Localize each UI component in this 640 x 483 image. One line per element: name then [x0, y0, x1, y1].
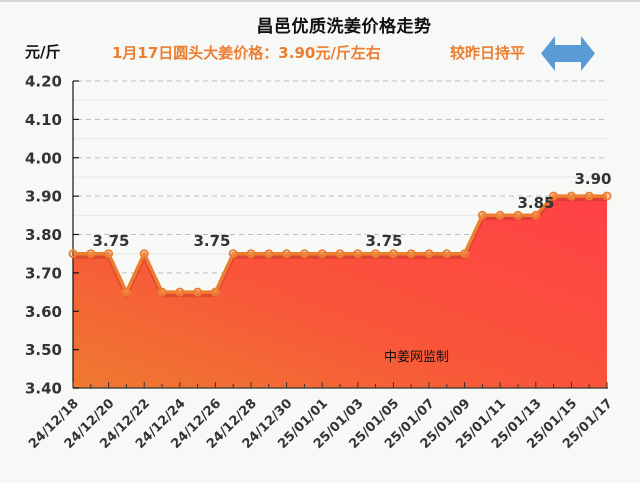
data-point: [353, 249, 363, 259]
data-point: [371, 249, 381, 259]
y-axis-unit: 元/斤: [25, 43, 61, 61]
data-point: [139, 249, 149, 259]
data-point: [513, 210, 523, 220]
data-label: 3.85: [517, 194, 554, 212]
price-line: [73, 194, 607, 294]
data-point: [104, 249, 114, 259]
watermark: 中姜网监制: [384, 350, 450, 365]
data-point: [424, 249, 434, 259]
double-arrow-left-right-icon: [541, 36, 595, 71]
y-tick-label: 3.90: [25, 188, 62, 206]
x-axis-labels: 24/12/1824/12/2024/12/2224/12/2424/12/26…: [26, 396, 616, 452]
compare-text: 较昨日持平: [450, 44, 526, 62]
data-point: [317, 249, 327, 259]
data-point: [282, 249, 292, 259]
data-point: [193, 287, 203, 297]
data-point: [388, 249, 398, 259]
chart-title: 昌邑优质洗姜价格走势: [0, 12, 640, 37]
data-point: [246, 249, 256, 259]
data-point: [460, 249, 470, 259]
data-points: [68, 191, 612, 297]
data-point: [602, 191, 612, 201]
area-fill: [73, 196, 607, 388]
data-point: [549, 191, 559, 201]
price-area: [73, 194, 607, 388]
data-point: [299, 249, 309, 259]
data-point: [86, 249, 96, 259]
price-subtitle: 1月17日圆头大姜价格：3.90元/斤左右: [112, 44, 381, 62]
top-border: [0, 0, 640, 2]
data-point: [584, 191, 594, 201]
y-tick-label: 3.80: [25, 226, 62, 244]
data-point: [566, 191, 576, 201]
axes: [72, 80, 608, 389]
data-point: [406, 249, 416, 259]
data-label: 3.75: [193, 232, 230, 250]
data-point: [210, 287, 220, 297]
data-label: 3.75: [365, 232, 402, 250]
y-tick-label: 3.50: [25, 341, 62, 359]
y-tick-label: 4.20: [25, 73, 62, 91]
data-point: [495, 210, 505, 220]
data-point: [264, 249, 274, 259]
data-point: [531, 210, 541, 220]
data-label: 3.75: [92, 232, 129, 250]
data-label: 3.90: [574, 170, 611, 188]
y-tick-label: 4.00: [25, 149, 62, 167]
y-tick-label: 3.70: [25, 264, 62, 282]
y-tick-label: 4.10: [25, 111, 62, 129]
data-point: [157, 287, 167, 297]
data-point: [477, 210, 487, 220]
y-tick-label: 3.60: [25, 303, 62, 321]
data-point: [175, 287, 185, 297]
chart-title-text: 昌邑优质洗姜价格走势: [256, 17, 432, 37]
data-point: [68, 249, 78, 259]
data-point: [228, 249, 238, 259]
data-point: [335, 249, 345, 259]
y-axis-labels: 4.20 4.10 4.00 3.90 3.80 3.70 3.60 3.50 3.40: [25, 73, 62, 398]
data-labels: 3.75 3.75 3.75 3.85 3.90: [92, 170, 611, 250]
data-point: [442, 249, 452, 259]
data-point: [121, 287, 131, 297]
y-tick-label: 3.40: [25, 380, 62, 398]
